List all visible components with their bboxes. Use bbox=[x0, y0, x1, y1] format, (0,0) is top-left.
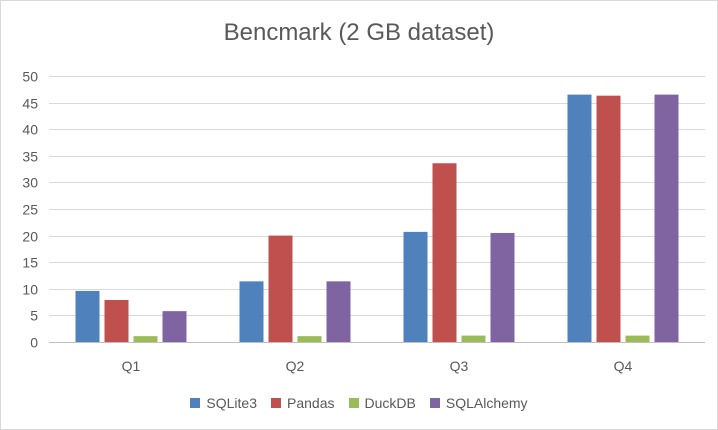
y-tick-label: 10 bbox=[22, 282, 38, 298]
legend-swatch bbox=[271, 398, 282, 408]
bar-sqlalchemy-q4 bbox=[654, 94, 679, 343]
legend-label: SQLite3 bbox=[206, 395, 258, 411]
legend-label: DuckDB bbox=[364, 395, 416, 411]
bar-sqlalchemy-q1 bbox=[162, 311, 187, 342]
y-tick-label: 50 bbox=[22, 69, 38, 85]
bar-duckdb-q3 bbox=[461, 335, 486, 342]
bar-pandas-q1 bbox=[104, 299, 129, 342]
legend-item-duckdb: DuckDB bbox=[348, 395, 416, 411]
y-tick-label: 40 bbox=[22, 122, 38, 138]
bar-pandas-q2 bbox=[268, 235, 293, 342]
legend-item-sqlalchemy: SQLAlchemy bbox=[429, 395, 528, 411]
y-tick-label: 0 bbox=[30, 335, 38, 351]
legend-label: SQLAlchemy bbox=[445, 395, 528, 411]
y-tick-label: 30 bbox=[22, 175, 38, 191]
y-tick-label: 35 bbox=[22, 149, 38, 165]
bar-pandas-q3 bbox=[432, 163, 457, 342]
x-tick-label: Q3 bbox=[450, 358, 469, 374]
y-tick-label: 15 bbox=[22, 255, 38, 271]
bar-sqlite3-q3 bbox=[403, 231, 428, 342]
legend-item-pandas: Pandas bbox=[271, 395, 335, 411]
legend-swatch bbox=[429, 398, 440, 408]
x-tick-label: Q4 bbox=[614, 358, 633, 374]
y-tick-label: 25 bbox=[22, 202, 38, 218]
y-tick-label: 45 bbox=[22, 96, 38, 112]
bar-sqlite3-q4 bbox=[567, 94, 592, 343]
bar-sqlalchemy-q2 bbox=[326, 281, 351, 342]
legend-label: Pandas bbox=[287, 395, 335, 411]
legend-item-sqlite3: SQLite3 bbox=[190, 395, 257, 411]
bar-duckdb-q4 bbox=[625, 335, 650, 342]
legend-swatch bbox=[348, 398, 359, 408]
y-tick-label: 5 bbox=[30, 308, 38, 324]
bar-sqlite3-q2 bbox=[239, 281, 264, 342]
x-tick-label: Q2 bbox=[286, 358, 305, 374]
x-tick-label: Q1 bbox=[122, 358, 141, 374]
bar-pandas-q4 bbox=[596, 95, 621, 343]
bar-sqlalchemy-q3 bbox=[490, 232, 515, 342]
chart-legend: SQLite3 Pandas DuckDB SQLAlchemy bbox=[1, 395, 717, 411]
bar-duckdb-q2 bbox=[297, 336, 322, 342]
bar-duckdb-q1 bbox=[133, 336, 158, 342]
chart-title: Bencmark (2 GB dataset) bbox=[223, 19, 495, 46]
bar-sqlite3-q1 bbox=[75, 290, 100, 342]
legend-swatch bbox=[190, 398, 201, 408]
y-tick-label: 20 bbox=[22, 229, 38, 245]
